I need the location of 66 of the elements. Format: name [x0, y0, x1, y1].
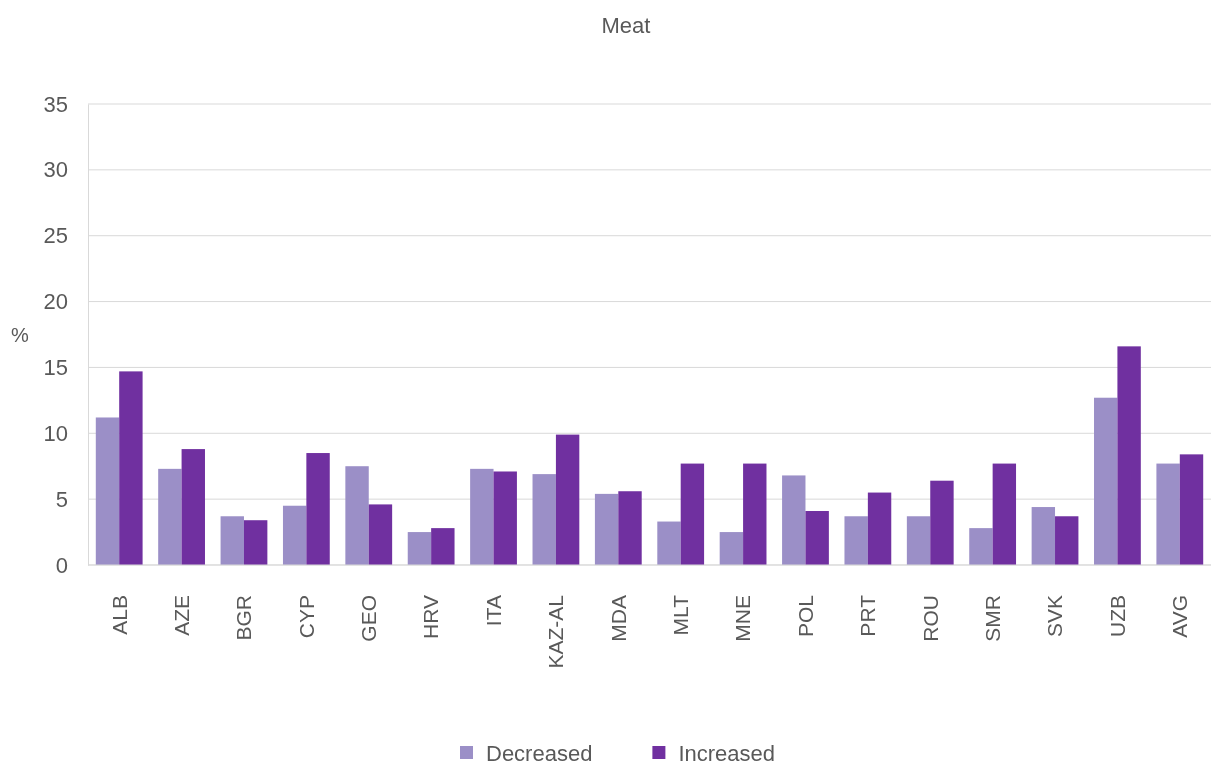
bar: [1156, 463, 1180, 565]
bar: [680, 463, 705, 565]
x-tick-label: ITA: [481, 595, 505, 627]
bar: [243, 520, 268, 565]
x-tick-label: CYP: [294, 595, 318, 639]
x-tick-label: MDA: [606, 595, 630, 642]
y-tick-label: 5: [55, 486, 68, 512]
bar: [282, 505, 307, 565]
bar: [867, 492, 892, 565]
bar: [306, 453, 330, 565]
bar: [618, 491, 642, 565]
x-tick-label: SVK: [1043, 595, 1067, 638]
bar: [930, 480, 954, 565]
x-tick-label: HRV: [419, 595, 443, 639]
bar: [532, 474, 556, 565]
y-tick-label: 25: [43, 223, 68, 249]
bar: [1179, 454, 1204, 565]
bar: [969, 528, 993, 565]
bar: [844, 516, 868, 565]
x-tick-label: MLT: [669, 594, 693, 636]
y-tick-label: 30: [43, 157, 68, 183]
bar: [782, 475, 806, 565]
x-tick-label: BGR: [232, 595, 256, 641]
bar: [345, 466, 369, 565]
bar: [594, 493, 619, 565]
bar: [805, 511, 829, 565]
x-tick-label: GEO: [357, 595, 381, 642]
legend-label: Increased: [678, 741, 776, 766]
x-tick-label: KAZ-AL: [544, 595, 568, 669]
x-tick-label: SMR: [980, 595, 1004, 642]
y-tick-label: 15: [43, 354, 68, 380]
x-tick-label: UZB: [1105, 595, 1129, 637]
x-tick-label: MNE: [731, 595, 755, 642]
y-tick-label: 0: [55, 552, 68, 578]
bar: [470, 468, 494, 565]
bar: [1055, 516, 1079, 565]
x-tick-label: PRT: [856, 594, 880, 637]
bar: [743, 463, 767, 565]
bar: [1117, 346, 1141, 565]
bar: [992, 463, 1017, 565]
bar: [1094, 397, 1118, 565]
bar: [1031, 507, 1056, 565]
bar: [158, 468, 182, 565]
x-tick-label: ROU: [918, 595, 942, 642]
chart-title: Meat: [601, 13, 651, 38]
bar: [181, 449, 205, 565]
bar: [220, 516, 244, 565]
bar: [493, 471, 517, 565]
bar: [119, 371, 143, 565]
x-tick-label: AZE: [169, 595, 193, 636]
y-tick-label: 20: [43, 289, 68, 315]
bar: [906, 516, 931, 565]
bar: [431, 528, 455, 565]
bar: [719, 532, 744, 565]
y-tick-label: 35: [43, 91, 68, 117]
bar: [95, 417, 120, 565]
bar: [657, 521, 681, 565]
legend-label: Decreased: [486, 741, 593, 766]
y-axis-title: %: [11, 324, 30, 346]
bar: [407, 532, 432, 565]
y-tick-label: 10: [43, 420, 68, 446]
bar: [555, 434, 580, 565]
x-tick-label: POL: [793, 595, 817, 638]
x-tick-label: ALB: [107, 595, 131, 635]
x-tick-label: AVG: [1168, 595, 1192, 638]
bar: [368, 504, 393, 565]
